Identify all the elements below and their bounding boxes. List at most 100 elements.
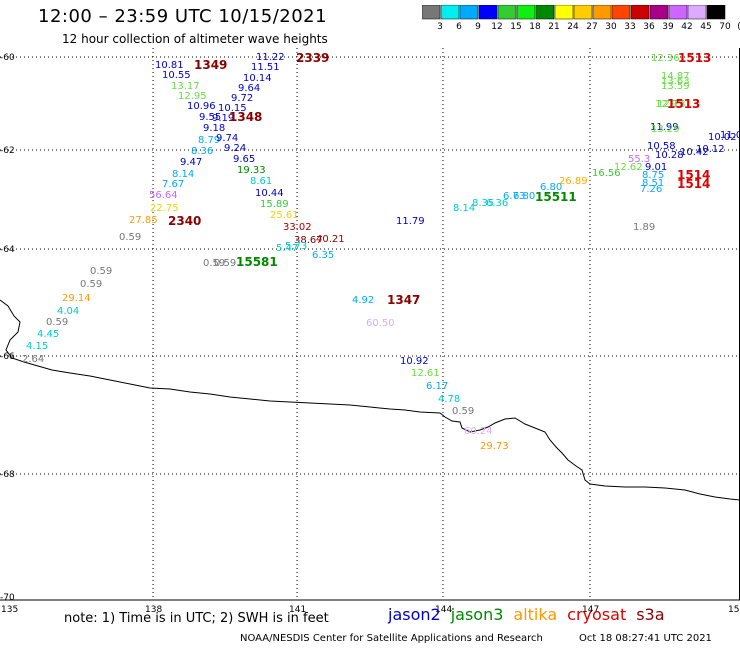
wave-height-value: 4.78 [438,394,460,405]
wave-height-value: 12.95 [178,91,207,102]
wave-height-value: 19.33 [237,165,266,176]
colorbar-swatch [687,5,707,20]
colorbar-tick-label: 3 [437,22,443,32]
wave-height-observations: 11.2211.5110.149.649.7210.1510.8110.5513… [0,0,740,452]
wave-height-value: 5.47 [276,243,298,254]
colorbar-tick-label: 21 [548,22,560,32]
map-subtitle: 12 hour collection of altimeter wave hei… [62,32,328,46]
pass-number-label: 1349 [194,58,227,72]
wave-height-value: 16.56 [592,168,621,179]
wave-height-value: 12.73 [657,99,686,110]
colorbar-swatch [592,5,612,20]
colorbar-swatch [573,5,593,20]
wave-height-value: 0.59 [46,317,68,328]
wave-height-value: 9.64 [238,83,260,94]
wave-height-value: 40.21 [316,234,345,245]
wave-height-value: 33.02 [283,222,312,233]
wave-height-value: 1.89 [633,222,655,233]
pass-number-label: 15511 [535,190,577,204]
wave-height-value: 9.72 [231,93,253,104]
colorbar-tick-label: 6 [456,22,462,32]
pass-number-label: 1513 [667,97,700,111]
credit-line: NOAA/NESDIS Center for Satellite Applica… [240,633,543,644]
wave-height-value: 9.19 [212,113,234,124]
lat-tick-label: -68 [0,470,15,480]
wave-height-value: 8.79 [198,135,220,146]
wave-height-value: 60.50 [366,318,395,329]
colorbar-tick-label: 15 [510,22,522,32]
wave-height-value: 55.3 [628,154,650,165]
wave-height-value: 13.59 [661,81,690,92]
wave-height-value: 7.67 [162,179,184,190]
wave-height-value: 10.81 [155,60,184,71]
colorbar-tick-label: 39 [662,22,674,32]
wave-height-value: 4.04 [57,306,79,317]
lat-tick-label: -62 [0,146,15,156]
wave-height-value: 0.59 [119,232,141,243]
wave-height-value: 11.0 [720,130,740,141]
satellite-legend: jason2 jason3 altika cryosat s3a [388,605,675,624]
wave-height-value: 7.26 [640,184,662,195]
wave-height-value: 6.80 [540,182,562,193]
pass-number-label: 1347 [387,293,420,307]
colorbar-swatch [706,5,726,20]
wave-height-value: 8.36 [191,146,213,157]
wave-height-value: 14.87 [661,71,690,82]
wave-height-value: 60.24 [464,426,493,437]
pass-number-label: 2340 [168,214,201,228]
wave-height-value: 10.92 [400,356,429,367]
colorbar-swatch [668,5,688,20]
wave-height-value: 8.35 [472,198,494,209]
wave-height-value: 13.17 [171,81,200,92]
wave-height-value: 13.29 [651,124,680,135]
lat-tick-label: -66 [0,352,15,362]
colorbar-tick-label: 70 [719,22,731,32]
wave-height-value: 10.96 [187,101,216,112]
wave-height-value: 10.42 [680,147,709,158]
wave-height-value: 13.63 [661,76,690,87]
wave-height-value: 10.58 [647,141,676,152]
wave-height-value: 6.73 [503,191,525,202]
wave-height-value: 9.74 [216,133,238,144]
legend-satellite-name: jason3 [450,605,504,624]
lat-tick-label: -60 [0,53,15,63]
wave-height-value: 9.24 [224,143,246,154]
colorbar-tick-label: 24 [567,22,579,32]
wave-height-value: 12.36 [651,53,680,64]
colorbar-swatch [422,5,441,20]
wave-height-value: 0.59 [90,266,112,277]
wave-height-value: 29.14 [62,293,91,304]
legend-satellite-name: altika [513,605,558,624]
wave-height-value: 11.51 [251,62,280,73]
coastline [0,299,740,501]
pass-number-label: 1348 [229,110,262,124]
wave-height-value: 8.61 [250,176,272,187]
lon-tick-label: 135 [1,605,18,615]
wave-height-value: 9.47 [180,157,202,168]
legend-satellite-name: jason2 [388,605,441,624]
wave-height-value: 8.75 [642,170,664,181]
wave-height-value: 6.35 [312,250,334,261]
wave-height-value: 0.59 [80,279,102,290]
colorbar-tick-label: 33 [624,22,636,32]
colorbar-tick-label: 27 [586,22,598,32]
map-title: 12:00 – 23:59 UTC 10/15/2021 [38,6,328,27]
colorbar [422,5,726,20]
wave-height-value: 8.14 [453,203,475,214]
wave-height-value: 9.55 [199,112,221,123]
wave-height-value: 6.80 [513,191,535,202]
wave-height-value: 10.15 [218,103,247,114]
colorbar-tick-label: 12 [491,22,503,32]
lon-tick-label: 141 [289,605,306,615]
wave-height-value: 10.12 [696,144,725,155]
units-note: note: 1) Time is in UTC; 2) SWH is in fe… [64,611,329,626]
colorbar-swatch [478,5,498,20]
wave-height-value: 10.44 [255,188,284,199]
colorbar-tick-label: 18 [529,22,541,32]
wave-height-value: 4.15 [26,341,48,352]
colorbar-swatch [611,5,631,20]
colorbar-swatch [440,5,460,20]
wave-height-value: 4.92 [352,295,374,306]
